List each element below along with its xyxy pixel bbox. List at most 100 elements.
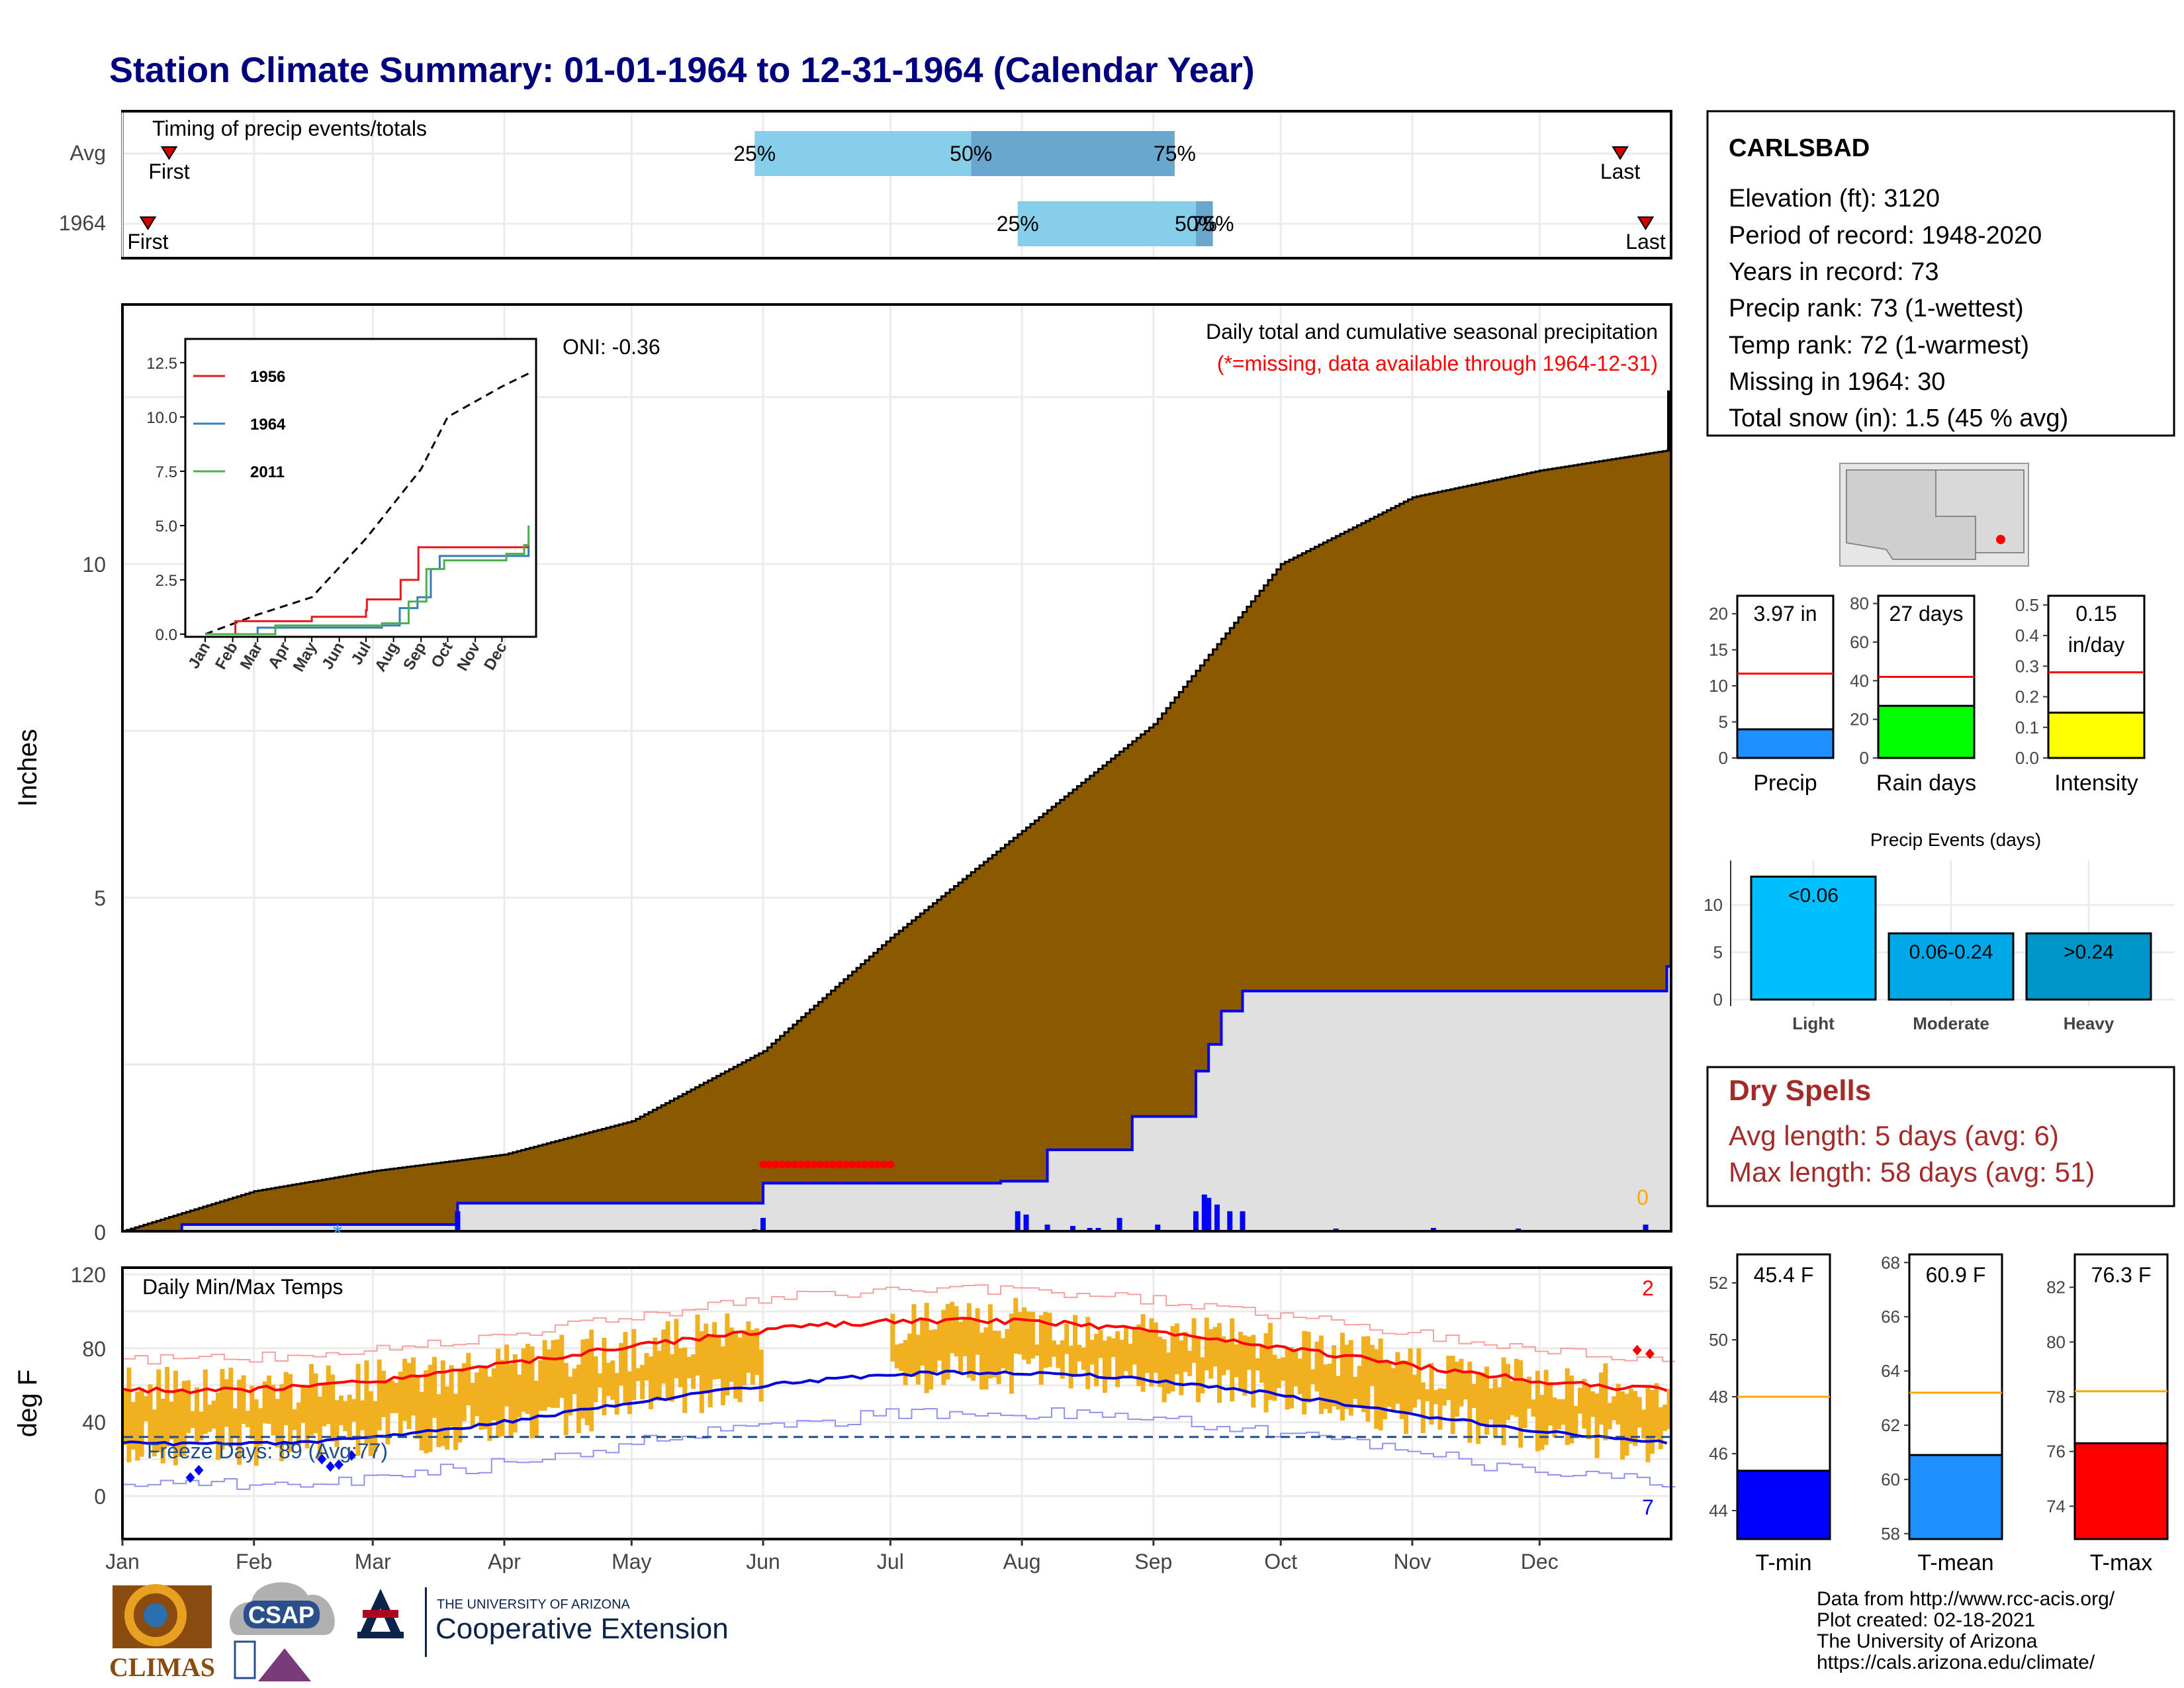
daily-temp-bar [678,1348,683,1387]
daily-temp-bar [169,1401,174,1440]
daily-temp-bar [1497,1387,1502,1428]
daily-temp-bar [373,1401,378,1452]
zero-label: 0 [1637,1186,1649,1209]
daily-temp-bar [627,1371,632,1415]
summary-bar-tick-label: 10 [1709,676,1728,696]
daily-temp-bar [962,1318,968,1356]
temp-bar-tick-label: 46 [1709,1444,1728,1464]
daily-temp-bar [1174,1323,1179,1374]
daily-temp-bar [1374,1349,1379,1429]
daily-temp-bar [631,1329,637,1400]
daily-temp-bar [584,1338,590,1425]
temp-bar-tick-label: 82 [2046,1278,2066,1297]
daily-temp-bar [1455,1362,1460,1417]
daily-temp-bar [924,1303,929,1393]
daily-temp-bar [699,1331,704,1413]
daily-temp-bar [360,1400,365,1430]
daily-temp-bar [1633,1391,1638,1446]
daily-temp-bar [1281,1357,1286,1381]
temp-bar-tick-label: 74 [2046,1496,2066,1516]
timing-year-first-label: First [127,230,168,254]
station-line-4: Precip rank: 73 (1-wettest) [1729,295,2024,322]
station-line-7: Total snow (in): 1.5 (45 % avg) [1729,404,2068,432]
summary-bar-tick-label: 20 [1850,710,1869,729]
daily-temp-bar [190,1411,195,1429]
missing-asterisk: * [333,1219,342,1246]
daily-temp-bar [1293,1349,1298,1387]
daily-temp-bar [470,1382,475,1426]
daily-temp-bar [1026,1311,1031,1364]
daily-temp-bar [1573,1405,1578,1434]
daily-precip-bar [1227,1211,1233,1231]
daily-temp-bar [152,1409,157,1457]
timing-bar-year-q25-q50 [1017,201,1196,246]
daily-temp-bar [1607,1403,1612,1430]
daily-temp-bar [181,1381,187,1456]
daily-temp-bar [1340,1333,1345,1421]
summary-bar-tick-label: 20 [1709,604,1728,624]
events-bar-label: Heavy [2064,1013,2115,1033]
daily-temp-bar [894,1344,899,1369]
daily-temp-bar [915,1335,921,1385]
daily-temp-bar [1068,1345,1073,1389]
daily-temp-bar [907,1333,913,1374]
daily-temp-bar [1390,1368,1396,1410]
csap-logo: CSAP [229,1582,335,1681]
daily-temp-bar [1565,1368,1570,1446]
daily-temp-bar [309,1364,314,1436]
timing-bar-avg-q25-q50 [754,131,972,176]
daily-temp-bar [657,1350,662,1401]
record-high-marker [1632,1344,1642,1356]
timing-bar-year-q50-q75 [1195,201,1213,246]
daily-temp-bar [742,1330,747,1386]
temp-bar-value-label: 45.4 F [1754,1263,1814,1287]
daily-temp-bar [1098,1330,1103,1358]
summary-bar-tick-label: 5 [1719,712,1728,732]
daily-temp-bar [1276,1358,1281,1388]
daily-temp-bar [126,1367,132,1462]
daily-temp-bar [635,1368,641,1382]
daily-temp-bar [1543,1370,1549,1445]
inset-ytick-label: 5.0 [156,518,177,536]
events-title: Precip Events (days) [1870,829,2041,850]
daily-temp-bar [1204,1317,1209,1371]
daily-temp-bar [920,1317,925,1366]
temp-bar-t-mean: 58 60 62 64 66 68 60.9 F T-mean [1881,1252,2003,1575]
events-bar-range: >0.24 [2064,941,2114,963]
credit-line-4: https://cals.arizona.edu/climate/ [1817,1652,2095,1673]
daily-temp-bar [1344,1344,1349,1409]
month-label: Oct [1264,1550,1297,1573]
temp-bar-label: T-min [1756,1550,1812,1575]
daily-temp-bar [1128,1344,1133,1378]
daily-temp-bar [415,1374,420,1439]
daily-temp-bar [461,1363,467,1421]
summary-bar-tick-label: 0.2 [2015,687,2039,707]
daily-temp-bar [903,1340,908,1385]
daily-temp-bar [475,1372,480,1417]
daily-temp-bar [1073,1315,1078,1377]
summary-bar-tick-label: 0.3 [2015,656,2039,676]
daily-temp-bar [1620,1391,1625,1460]
daily-temp-bar [1582,1379,1587,1429]
record-high-line [122,1284,1676,1365]
daily-temp-bar [1336,1376,1341,1410]
daily-temp-bar [440,1360,445,1446]
timing-row-year: 1964 [59,211,106,235]
daily-temp-bar [1399,1360,1404,1419]
record-low-marker [347,1450,357,1461]
daily-temp-bar [279,1384,285,1462]
precip-ytick-10: 10 [82,553,106,577]
events-bar-heavy [2025,932,2152,1001]
daily-temp-bar [1289,1347,1295,1409]
inset-ytick-label: 7.5 [156,463,177,481]
freeze-days: Freeze Days: 89 (Avg:77) [147,1439,388,1463]
precip-panel: Inches 0 5 10 Daily total and cumulative… [13,303,1672,1246]
month-label: Feb [236,1550,272,1573]
temp-ytick-120: 120 [71,1263,106,1287]
daily-temp-bar [1369,1344,1375,1386]
daily-temp-bar [275,1399,280,1448]
inset-line-1964 [205,547,530,635]
daily-temp-bar [330,1374,336,1442]
missing-data-marker [765,1160,774,1169]
page-title: Station Climate Summary: 01-01-1964 to 1… [109,50,1255,90]
